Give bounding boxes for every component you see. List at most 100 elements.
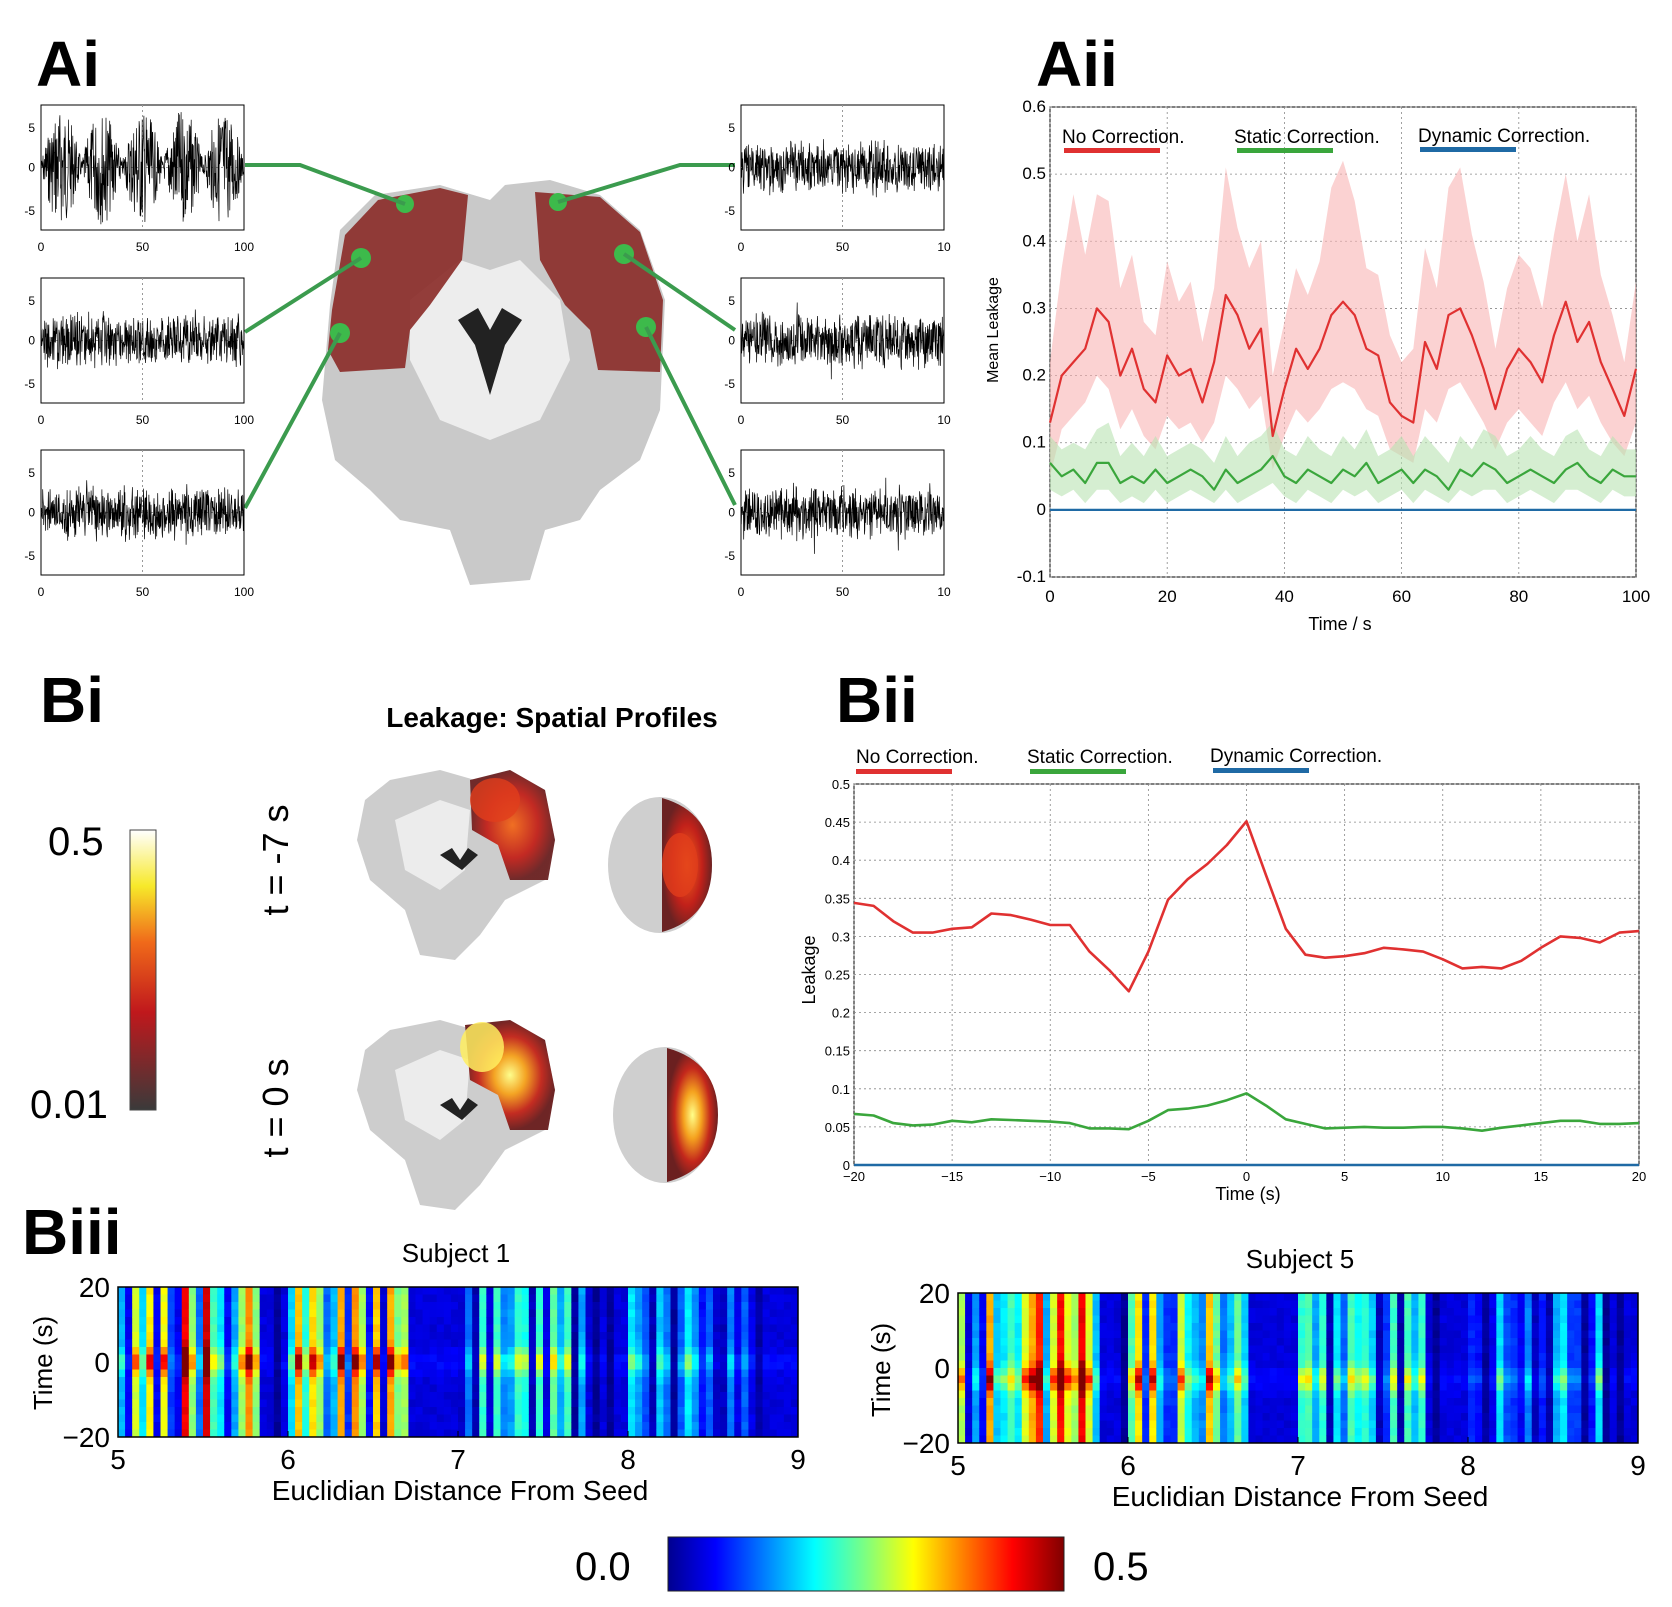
biii1-cell bbox=[288, 1302, 296, 1310]
biii1-cell bbox=[153, 1414, 161, 1423]
biii5-cell bbox=[1623, 1405, 1632, 1414]
biii5-cell bbox=[1439, 1368, 1448, 1376]
biii5-cell bbox=[1057, 1360, 1065, 1369]
biii1-cell bbox=[231, 1429, 239, 1438]
biii1-cell bbox=[224, 1429, 232, 1438]
biii1-cell bbox=[670, 1384, 678, 1393]
biii5-cell bbox=[1007, 1428, 1016, 1436]
biii5-cell bbox=[1538, 1398, 1547, 1406]
biii5-cell bbox=[1489, 1420, 1497, 1429]
biii1-cell bbox=[677, 1354, 686, 1363]
biii1-cell bbox=[734, 1302, 742, 1310]
biii5-cell bbox=[1545, 1413, 1554, 1421]
biii5-cell bbox=[1560, 1300, 1568, 1309]
biii5-cell bbox=[1276, 1413, 1285, 1421]
biii5-cell bbox=[1205, 1308, 1214, 1316]
biii5-cell bbox=[1496, 1413, 1504, 1421]
biii5-cell bbox=[993, 1338, 1001, 1346]
biii1-cell bbox=[649, 1407, 657, 1415]
biii1-cell bbox=[323, 1317, 331, 1325]
biii1-cell bbox=[195, 1324, 204, 1333]
biii1-cell bbox=[557, 1317, 565, 1325]
biii1-cell bbox=[613, 1422, 622, 1430]
biii1-cell bbox=[344, 1399, 353, 1408]
biii5-cell bbox=[1248, 1435, 1256, 1444]
biii1-cell bbox=[649, 1399, 657, 1408]
biii5-cell bbox=[1567, 1383, 1575, 1391]
biii1-cell bbox=[387, 1429, 395, 1438]
biii5-cell bbox=[1248, 1420, 1256, 1429]
biii5-cell bbox=[1035, 1428, 1044, 1436]
ai-signal bbox=[40, 480, 245, 545]
biii5-cell bbox=[1623, 1375, 1632, 1384]
biii5-cell bbox=[1262, 1383, 1271, 1391]
biii5-cell bbox=[1163, 1315, 1171, 1324]
biii5-cell bbox=[1446, 1405, 1455, 1414]
biii1-cell bbox=[295, 1429, 303, 1438]
biii1-cell bbox=[620, 1309, 629, 1318]
biii1-cell bbox=[316, 1399, 324, 1408]
ai-y-tick: 0 bbox=[28, 334, 35, 348]
biii5-cell bbox=[1411, 1300, 1419, 1309]
biii1-cell bbox=[125, 1309, 133, 1318]
biii5-cell bbox=[1156, 1368, 1164, 1376]
biii5-cell bbox=[1397, 1293, 1405, 1301]
biii5-cell bbox=[1567, 1353, 1575, 1361]
biii1-cell bbox=[443, 1422, 452, 1430]
biii1-cell bbox=[394, 1362, 402, 1370]
biii1-x-tick: 9 bbox=[790, 1444, 806, 1475]
biii1-cell bbox=[280, 1302, 289, 1310]
biii5-cell bbox=[1163, 1390, 1171, 1399]
biii1-cell bbox=[394, 1399, 402, 1408]
aii-lines bbox=[1048, 293, 1638, 511]
biii1-cell bbox=[571, 1302, 579, 1310]
biii5-cell bbox=[1220, 1323, 1228, 1331]
biii5-cell bbox=[1000, 1300, 1008, 1309]
biii5-cell bbox=[1567, 1330, 1575, 1339]
biii5-cell bbox=[1510, 1300, 1518, 1309]
biii1-cell bbox=[408, 1287, 416, 1295]
biii1-cell bbox=[472, 1339, 480, 1348]
aii-y-tick: 0.6 bbox=[1022, 97, 1046, 116]
biii1-cell bbox=[691, 1324, 700, 1333]
biii1-cell bbox=[741, 1339, 749, 1348]
biii5-cell bbox=[1574, 1300, 1582, 1309]
biii1-cell bbox=[181, 1339, 190, 1348]
biii1-cell bbox=[521, 1362, 530, 1370]
biii5-cell bbox=[1113, 1375, 1122, 1384]
biii1-cell bbox=[188, 1324, 197, 1333]
biii5-cell bbox=[1106, 1345, 1115, 1354]
biii5-cell bbox=[1545, 1323, 1554, 1331]
biii5-cell bbox=[1453, 1315, 1462, 1324]
biii5-cell bbox=[1113, 1368, 1122, 1376]
biii5-cell bbox=[1333, 1308, 1341, 1316]
biii5-cell bbox=[1007, 1405, 1016, 1414]
biii5-cell bbox=[979, 1390, 987, 1399]
biii1-cell bbox=[330, 1429, 338, 1438]
biii1-cell bbox=[691, 1339, 700, 1348]
biii1-cell bbox=[160, 1429, 168, 1438]
biii5-cell bbox=[1177, 1428, 1186, 1436]
biii1-cell bbox=[720, 1422, 728, 1430]
biii5-cell bbox=[1354, 1383, 1363, 1391]
biii5-cell bbox=[1262, 1428, 1271, 1436]
biii5-cell bbox=[1468, 1330, 1476, 1339]
aii-x-tick: 60 bbox=[1392, 587, 1411, 606]
biii5-cell bbox=[1071, 1315, 1079, 1324]
biii1-cell bbox=[500, 1429, 508, 1438]
biii5-cell bbox=[1623, 1420, 1632, 1429]
biii5-cell bbox=[1043, 1375, 1051, 1384]
biii1-cell bbox=[351, 1347, 360, 1355]
biii1-cell bbox=[486, 1324, 494, 1333]
biii1-cell bbox=[571, 1324, 579, 1333]
biii1-cell bbox=[776, 1399, 785, 1408]
biii1-cell bbox=[210, 1399, 218, 1408]
biii1-cell bbox=[790, 1339, 799, 1348]
biii1-cell bbox=[656, 1422, 664, 1430]
biii1-cell bbox=[408, 1369, 416, 1378]
biii5-cell bbox=[1014, 1330, 1023, 1339]
biii1-cell bbox=[436, 1407, 445, 1415]
biii5-cell bbox=[958, 1315, 966, 1324]
biii5-cell bbox=[1028, 1315, 1037, 1324]
biii5-cell bbox=[1184, 1330, 1193, 1339]
